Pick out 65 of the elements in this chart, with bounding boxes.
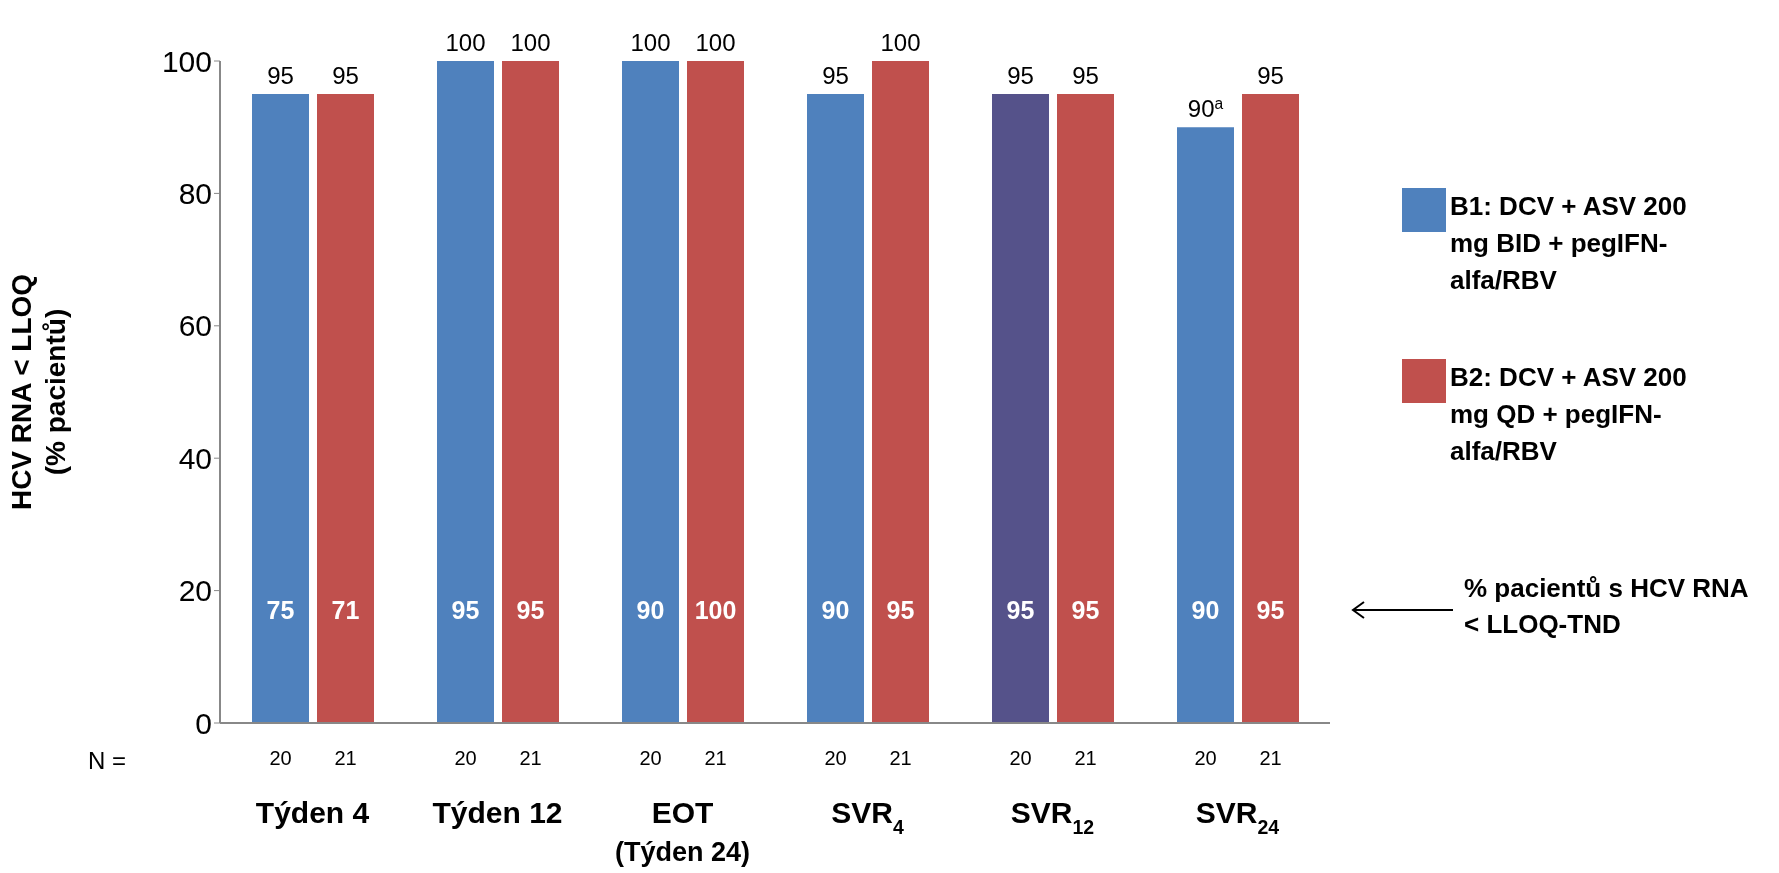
x-tick-label: SVR$_{24}$ bbox=[1195, 796, 1280, 838]
data-label: 100 bbox=[695, 29, 736, 56]
data-label: 100 bbox=[510, 29, 551, 56]
annotation: 90 bbox=[821, 596, 850, 625]
bar bbox=[992, 94, 1049, 723]
bar bbox=[1177, 127, 1234, 723]
text: 21 bbox=[1259, 747, 1282, 769]
data-label: 95 bbox=[822, 62, 849, 90]
data-label: 95 bbox=[332, 62, 359, 90]
text: 20 bbox=[269, 747, 292, 769]
y-tick-label: 100 bbox=[161, 44, 212, 78]
y-tick-label: 0 bbox=[195, 706, 212, 740]
y-tick-label: 40 bbox=[178, 441, 212, 475]
text: 21 bbox=[519, 747, 542, 769]
annotation: 90 bbox=[636, 596, 665, 625]
text: % pacientů s HCV RNA < LLOQ-TND bbox=[1464, 572, 1749, 642]
legend-label: B2: DCV + ASV 200 mg QD + pegIFN-alfa/RBV bbox=[1450, 361, 1688, 468]
y-axis-title: HCV RNA < LLOQ (% pacientů) bbox=[6, 273, 71, 511]
text: 21 bbox=[1074, 747, 1097, 769]
annotation: 95 bbox=[451, 596, 480, 625]
data-label: 100 bbox=[880, 29, 921, 56]
text: 21 bbox=[704, 747, 727, 769]
bar bbox=[437, 61, 494, 723]
bar bbox=[1242, 94, 1299, 723]
text: 20 bbox=[454, 747, 477, 769]
annotation: 95 bbox=[1006, 596, 1035, 625]
x-tick-label: EOT (Týden 24) bbox=[614, 796, 751, 867]
annotation: 71 bbox=[331, 596, 360, 625]
annotation: 90 bbox=[1191, 596, 1220, 625]
data-label: 100 bbox=[445, 29, 486, 56]
data-label: 90$^{a}$ bbox=[1187, 94, 1224, 123]
annotation: 95 bbox=[1256, 596, 1285, 625]
data-label: 100 bbox=[630, 29, 671, 56]
annotation: 95 bbox=[1071, 596, 1100, 625]
text: 21 bbox=[889, 747, 912, 769]
data-label: 95 bbox=[267, 62, 294, 90]
bar bbox=[1057, 94, 1114, 723]
bar bbox=[807, 94, 864, 723]
text: 20 bbox=[1194, 747, 1217, 769]
bar bbox=[622, 61, 679, 723]
bar bbox=[502, 61, 559, 723]
data-label: 95 bbox=[1072, 62, 1099, 90]
text: 20 bbox=[1009, 747, 1032, 769]
bar bbox=[687, 61, 744, 723]
annotation: 75 bbox=[266, 596, 295, 625]
x-tick-label: Týden 12 bbox=[432, 796, 563, 829]
bar bbox=[872, 61, 929, 723]
data-label: 95 bbox=[1257, 62, 1284, 90]
legend-label: B1: DCV + ASV 200 mg BID + pegIFN-alfa/RBV bbox=[1450, 190, 1688, 297]
bar bbox=[317, 94, 374, 723]
text: 20 bbox=[824, 747, 847, 769]
annotation: 95 bbox=[886, 596, 915, 625]
x-tick-label: SVR$_{4}$ bbox=[831, 796, 904, 838]
y-tick-label: 20 bbox=[178, 574, 212, 608]
text: N = bbox=[88, 747, 127, 775]
x-tick-label: SVR$_{12}$ bbox=[1010, 796, 1095, 838]
bar bbox=[252, 94, 309, 723]
annotation: 95 bbox=[516, 596, 545, 625]
data-label: 95 bbox=[1007, 62, 1034, 90]
y-tick-label: 60 bbox=[178, 309, 212, 343]
x-tick-label: Týden 4 bbox=[255, 796, 370, 829]
text: 21 bbox=[334, 747, 357, 769]
y-tick-label: 80 bbox=[178, 177, 212, 211]
text: 20 bbox=[639, 747, 662, 769]
annotation: 100 bbox=[694, 596, 737, 625]
